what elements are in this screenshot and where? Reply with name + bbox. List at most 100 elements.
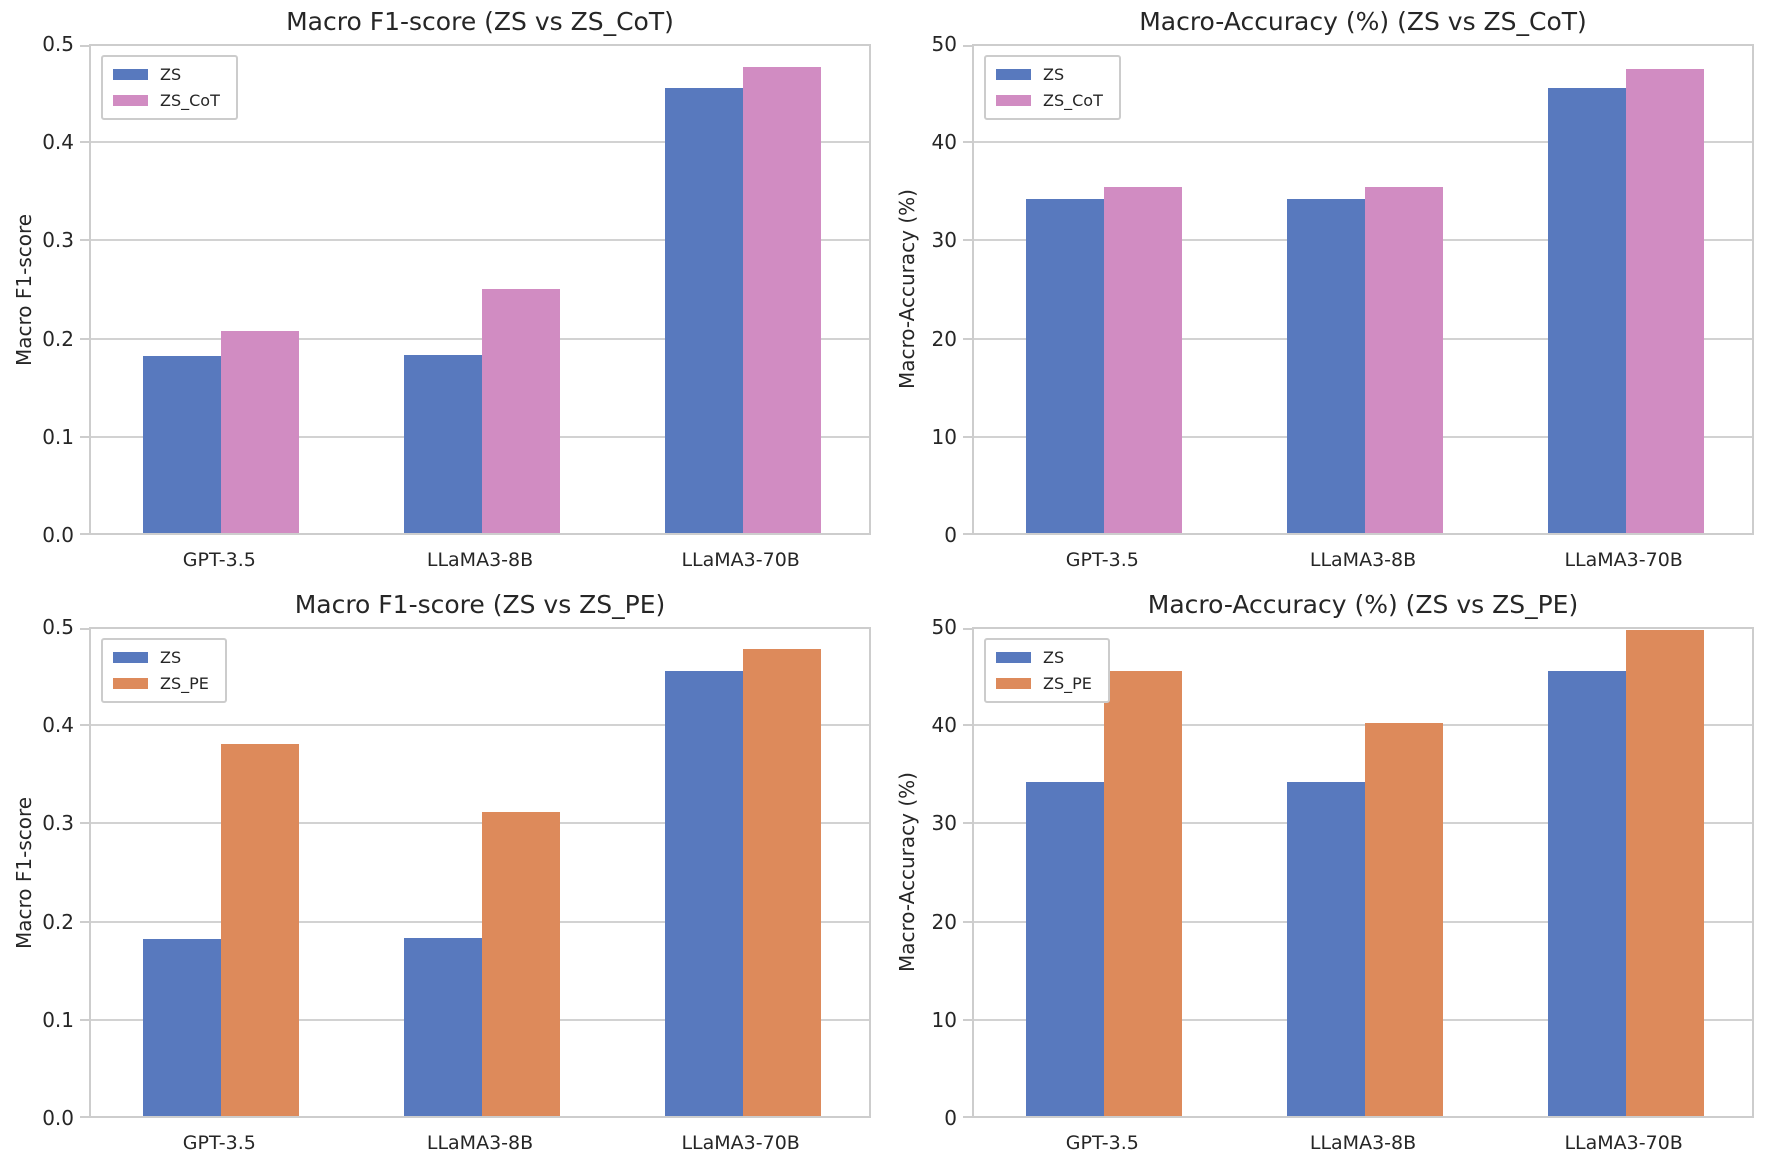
- y-tick-mark: [963, 45, 972, 47]
- x-tick-label: LLaMA3-70B: [681, 549, 800, 571]
- y-tick-mark: [80, 920, 89, 923]
- x-tick-label: GPT-3.5: [182, 549, 256, 571]
- chart-top-right: Macro-Accuracy (%) (ZS vs ZS_CoT) Macro-A…: [883, 0, 1766, 583]
- gridline: [91, 141, 869, 144]
- legend-swatch-zs_pe: [996, 678, 1031, 689]
- y-tick-mark: [80, 435, 89, 438]
- y-tick-mark: [963, 239, 972, 242]
- x-tick-label: LLaMA3-70B: [1564, 1132, 1683, 1154]
- y-tick-label: 0.3: [42, 811, 74, 836]
- legend-swatch-zs: [113, 69, 148, 80]
- chart-top-left: Macro F1-score (ZS vs ZS_CoT) Macro F1-sc…: [0, 0, 883, 583]
- bar-zs: [1287, 782, 1365, 1116]
- y-tick-mark: [963, 724, 972, 727]
- y-tick-label: 0.4: [42, 130, 74, 155]
- legend-row: ZS_CoT: [996, 91, 1103, 110]
- y-tick-label: 0: [944, 1106, 957, 1130]
- bar-zs: [1287, 199, 1365, 533]
- y-tick-label: 10: [931, 1007, 957, 1032]
- legend-swatch-zs_cot: [113, 95, 148, 106]
- y-axis-label: Macro-Accuracy (%): [895, 189, 919, 390]
- y-tick-label: 0.2: [42, 326, 74, 351]
- y-tick-mark: [963, 1018, 972, 1021]
- legend: ZS ZS_PE: [101, 638, 227, 703]
- bar-zs_pe: [1625, 629, 1704, 1116]
- y-tick-label: 0: [944, 523, 957, 547]
- axes-area: ZS ZS_CoT: [89, 44, 871, 535]
- legend: ZS ZS_CoT: [101, 55, 238, 120]
- x-tick-label: LLaMA3-8B: [1309, 1132, 1417, 1154]
- bar-zs_pe: [742, 648, 821, 1116]
- y-tick-label: 0.0: [42, 1106, 74, 1130]
- legend-label: ZS_CoT: [160, 91, 220, 110]
- x-tick-label: GPT-3.5: [1065, 1132, 1139, 1154]
- gridline: [91, 239, 869, 242]
- y-tick-mark: [963, 1116, 972, 1118]
- y-tick-mark: [80, 45, 89, 47]
- legend-label: ZS: [160, 648, 182, 667]
- y-tick-label: 50: [931, 615, 957, 639]
- x-tick-label: LLaMA3-8B: [426, 1132, 534, 1154]
- chart-bottom-left: Macro F1-score (ZS vs ZS_PE) Macro F1-sco…: [0, 583, 883, 1166]
- legend-row: ZS: [113, 648, 209, 667]
- bar-zs_cot: [482, 289, 560, 533]
- bar-zs: [1547, 88, 1626, 533]
- bar-zs: [404, 355, 482, 533]
- chart-title: Macro-Accuracy (%) (ZS vs ZS_PE): [1147, 590, 1579, 619]
- bar-zs_cot: [1365, 187, 1443, 533]
- gridline: [974, 141, 1752, 144]
- y-tick-mark: [80, 724, 89, 727]
- legend-label: ZS_PE: [160, 674, 209, 693]
- y-tick-label: 30: [931, 811, 957, 836]
- bar-zs_cot: [1625, 68, 1704, 533]
- y-tick-label: 0.0: [42, 523, 74, 547]
- y-tick-mark: [80, 239, 89, 242]
- chart-title: Macro F1-score (ZS vs ZS_CoT): [286, 7, 674, 36]
- bar-zs: [664, 88, 743, 533]
- gridline: [91, 724, 869, 727]
- axes-area: ZS ZS_PE: [972, 627, 1754, 1118]
- y-tick-mark: [80, 1116, 89, 1118]
- x-tick-label: GPT-3.5: [182, 1132, 256, 1154]
- chart-title: Macro F1-score (ZS vs ZS_PE): [294, 590, 666, 619]
- x-tick-label: LLaMA3-70B: [681, 1132, 800, 1154]
- y-tick-label: 0.5: [42, 32, 74, 56]
- bar-zs: [143, 939, 222, 1116]
- x-tick-label: LLaMA3-70B: [1564, 549, 1683, 571]
- bar-zs_pe: [221, 743, 300, 1116]
- y-tick-label: 0.5: [42, 615, 74, 639]
- y-tick-label: 0.2: [42, 909, 74, 934]
- gridline: [91, 337, 869, 340]
- bar-zs: [1026, 782, 1105, 1116]
- y-axis-label: Macro F1-score: [12, 796, 36, 949]
- legend-label: ZS_PE: [1043, 674, 1092, 693]
- y-axis-label: Macro-Accuracy (%): [895, 772, 919, 973]
- y-tick-mark: [80, 1018, 89, 1021]
- bar-zs: [1026, 199, 1105, 533]
- y-tick-label: 10: [931, 424, 957, 449]
- legend-swatch-zs: [996, 652, 1031, 663]
- legend: ZS ZS_CoT: [984, 55, 1121, 120]
- bar-zs: [143, 356, 222, 533]
- y-tick-label: 20: [931, 909, 957, 934]
- legend-row: ZS: [996, 65, 1103, 84]
- x-tick-label: LLaMA3-8B: [1309, 549, 1417, 571]
- legend-label: ZS_CoT: [1043, 91, 1103, 110]
- legend-label: ZS: [160, 65, 182, 84]
- gridline: [91, 822, 869, 825]
- y-tick-label: 50: [931, 32, 957, 56]
- y-tick-label: 0.4: [42, 713, 74, 738]
- y-tick-mark: [80, 141, 89, 144]
- y-tick-mark: [963, 533, 972, 535]
- y-tick-mark: [963, 337, 972, 340]
- y-tick-mark: [80, 822, 89, 825]
- bar-zs_pe: [1365, 723, 1443, 1116]
- legend-row: ZS: [113, 65, 220, 84]
- legend-swatch-zs_cot: [996, 95, 1031, 106]
- chart-title: Macro-Accuracy (%) (ZS vs ZS_CoT): [1139, 7, 1587, 36]
- bar-zs: [664, 671, 743, 1116]
- y-tick-label: 20: [931, 326, 957, 351]
- gridline: [91, 920, 869, 923]
- legend-swatch-zs: [996, 69, 1031, 80]
